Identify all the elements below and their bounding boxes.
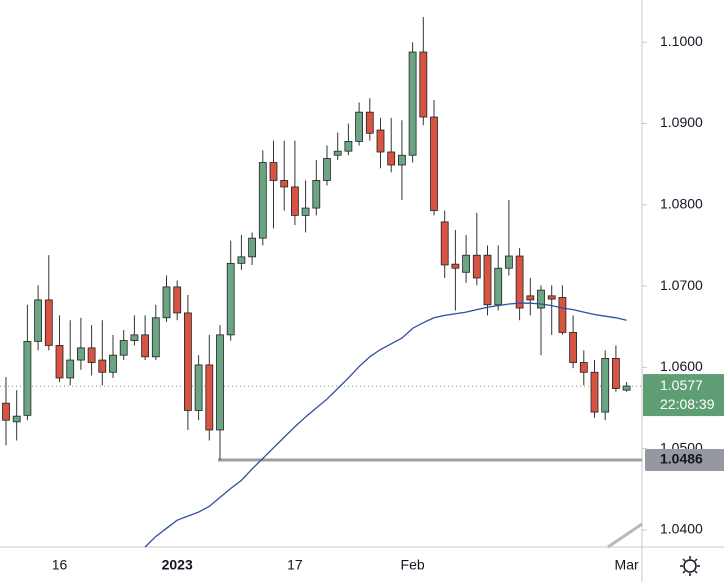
candle-body [205,364,214,431]
candle-body [77,347,85,361]
candle-body [526,295,535,301]
candle-body [430,116,438,211]
candle-body [237,256,246,264]
gear-ring [683,559,697,573]
candle-body [622,385,631,391]
candle-body [569,332,577,363]
candle-body [141,334,150,358]
candle-body [301,207,310,216]
label-box [643,374,724,417]
candle-body [109,354,117,373]
last-price-value: 1.0577 [660,377,703,393]
candle-body [537,289,545,309]
candle-body [248,237,257,258]
y-tick-label: 1.0900 [660,114,703,130]
candle-body [162,286,171,319]
candle-body [472,254,481,279]
candle-body [365,111,374,134]
candle-body [290,186,299,216]
candle-body [494,267,503,306]
candle-body [2,402,10,421]
candle-body [590,371,599,413]
candle-body [419,51,428,118]
settings-icon[interactable] [680,556,700,576]
candle-body [258,162,267,239]
candle-body [376,129,385,153]
candle-body [483,254,492,306]
candle-body [440,221,449,266]
candle-body [312,180,321,209]
y-tick-label: 1.0600 [660,358,703,374]
candle-body [44,299,53,346]
candle-body [173,286,182,314]
candle-body [23,340,32,416]
gear-teeth [680,556,700,576]
candle-body [87,347,96,363]
candle-body [451,263,460,269]
candle-body [504,255,513,269]
candle-body [601,358,610,413]
x-tick-label: 2023 [162,557,193,573]
candle-body [323,158,331,181]
candle-body [547,295,556,300]
y-tick-label: 1.1000 [660,33,703,49]
countdown: 22:08:39 [660,396,715,412]
y-tick-label: 1.0700 [660,277,703,293]
candle-body [66,359,75,379]
candle-body [226,262,235,336]
horizontal-line-value: 1.0486 [660,451,703,467]
candle-body [397,154,406,166]
candle-body [269,162,278,181]
candle-body [387,151,396,166]
candle-body [151,317,160,358]
candle-body [183,312,192,411]
candle-body [216,334,224,431]
candle-body [408,51,417,156]
y-tick-label: 1.0800 [660,196,703,212]
candle-body [34,299,42,342]
horizontal-line-label: 1.0486 [645,449,724,472]
candle-body [98,359,107,373]
candle-body [12,415,21,423]
candle-body [558,297,567,333]
moving-average-line [144,302,627,548]
candle-body [355,111,364,142]
x-tick-label: Mar [615,557,639,573]
candle-body [119,340,128,356]
candle-body [333,150,342,156]
candle-body [462,254,471,273]
candle-body [344,141,353,152]
candle-body [194,364,203,411]
candle-body [130,334,139,341]
plot-area [0,17,642,548]
x-tick-label: 17 [287,557,303,573]
candle-body [515,255,524,309]
candle-body [579,362,588,373]
last-price-label: 1.0577 22:08:39 [643,374,724,417]
candle-body [612,358,620,389]
x-tick-label: Feb [401,557,425,573]
trend-line [607,522,643,549]
y-tick-label: 1.0400 [660,521,703,537]
candle-body [280,180,289,188]
label-box [645,449,724,472]
x-tick-label: 16 [52,557,68,573]
candle-body [55,345,64,379]
